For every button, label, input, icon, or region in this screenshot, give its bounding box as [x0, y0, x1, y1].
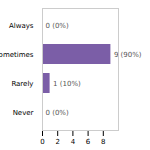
svg-text:Sometimes: Sometimes [0, 51, 34, 59]
svg-text:Always: Always [9, 22, 34, 30]
svg-text:0 (0%): 0 (0%) [46, 109, 70, 117]
svg-text:4: 4 [71, 138, 76, 146]
svg-text:8: 8 [101, 138, 105, 146]
svg-text:Rarely: Rarely [11, 80, 33, 88]
svg-text:0: 0 [40, 138, 44, 146]
svg-text:Never: Never [13, 109, 34, 117]
svg-text:1 (10%): 1 (10%) [53, 80, 81, 88]
svg-text:0 (0%): 0 (0%) [46, 22, 70, 30]
svg-text:6: 6 [86, 138, 91, 146]
svg-text:2: 2 [55, 138, 59, 146]
svg-text:9 (90%): 9 (90%) [113, 50, 142, 59]
